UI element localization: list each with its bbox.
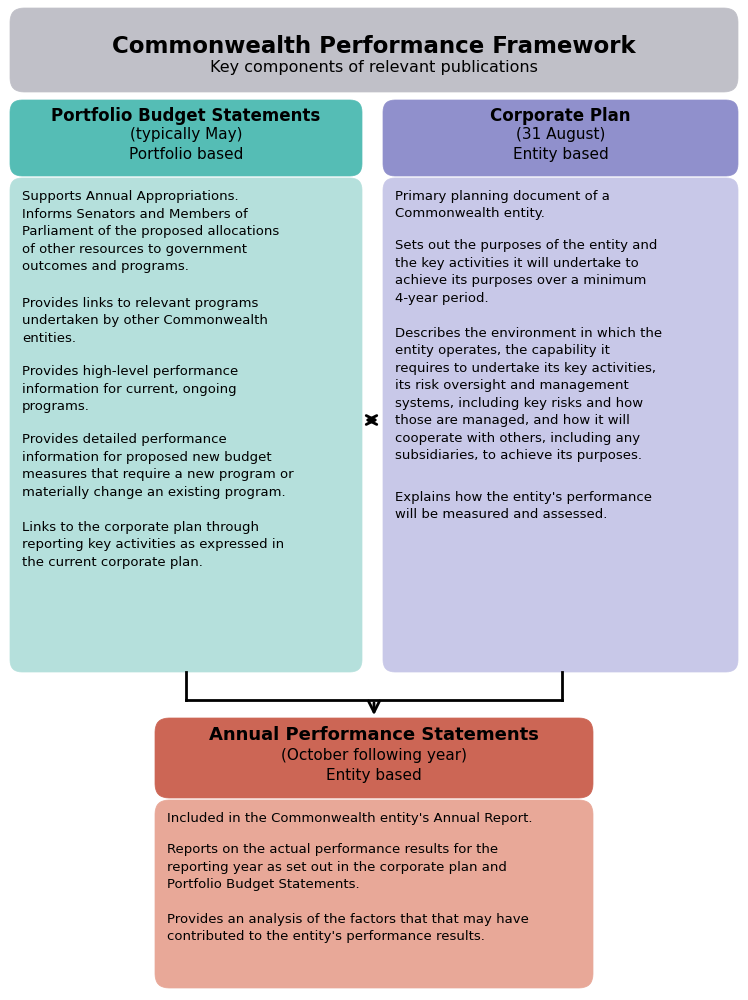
Text: Primary planning document of a
Commonwealth entity.: Primary planning document of a Commonwea… [395,190,610,221]
FancyBboxPatch shape [383,100,738,176]
Text: Corporate Plan: Corporate Plan [490,107,631,125]
FancyBboxPatch shape [10,8,738,92]
Text: Sets out the purposes of the entity and
the key activities it will undertake to
: Sets out the purposes of the entity and … [395,239,657,305]
FancyBboxPatch shape [383,178,738,672]
FancyBboxPatch shape [155,718,593,798]
Text: Entity based: Entity based [326,768,422,783]
FancyBboxPatch shape [10,178,362,672]
Text: Describes the environment in which the
entity operates, the capability it
requir: Describes the environment in which the e… [395,327,662,462]
Text: (typically May): (typically May) [129,127,242,142]
Text: Portfolio based: Portfolio based [129,147,243,162]
Text: Portfolio Budget Statements: Portfolio Budget Statements [52,107,321,125]
Text: Annual Performance Statements: Annual Performance Statements [209,726,539,744]
Text: (31 August): (31 August) [516,127,605,142]
Text: Provides links to relevant programs
undertaken by other Commonwealth
entities.: Provides links to relevant programs unde… [22,297,268,345]
Text: Explains how the entity's performance
will be measured and assessed.: Explains how the entity's performance wi… [395,491,652,521]
FancyBboxPatch shape [10,100,362,176]
Text: Reports on the actual performance results for the
reporting year as set out in t: Reports on the actual performance result… [167,843,507,891]
FancyBboxPatch shape [155,800,593,988]
Text: Key components of relevant publications: Key components of relevant publications [210,60,538,75]
Text: Links to the corporate plan through
reporting key activities as expressed in
the: Links to the corporate plan through repo… [22,521,284,569]
Text: Provides high-level performance
information for current, ongoing
programs.: Provides high-level performance informat… [22,365,239,413]
Text: (October following year): (October following year) [281,748,467,763]
Text: Supports Annual Appropriations.
Informs Senators and Members of
Parliament of th: Supports Annual Appropriations. Informs … [22,190,279,273]
Text: Commonwealth Performance Framework: Commonwealth Performance Framework [112,35,636,58]
Text: Entity based: Entity based [512,147,608,162]
Text: Included in the Commonwealth entity's Annual Report.: Included in the Commonwealth entity's An… [167,812,533,825]
Text: Provides detailed performance
information for proposed new budget
measures that : Provides detailed performance informatio… [22,433,294,499]
Text: Provides an analysis of the factors that that may have
contributed to the entity: Provides an analysis of the factors that… [167,913,529,943]
